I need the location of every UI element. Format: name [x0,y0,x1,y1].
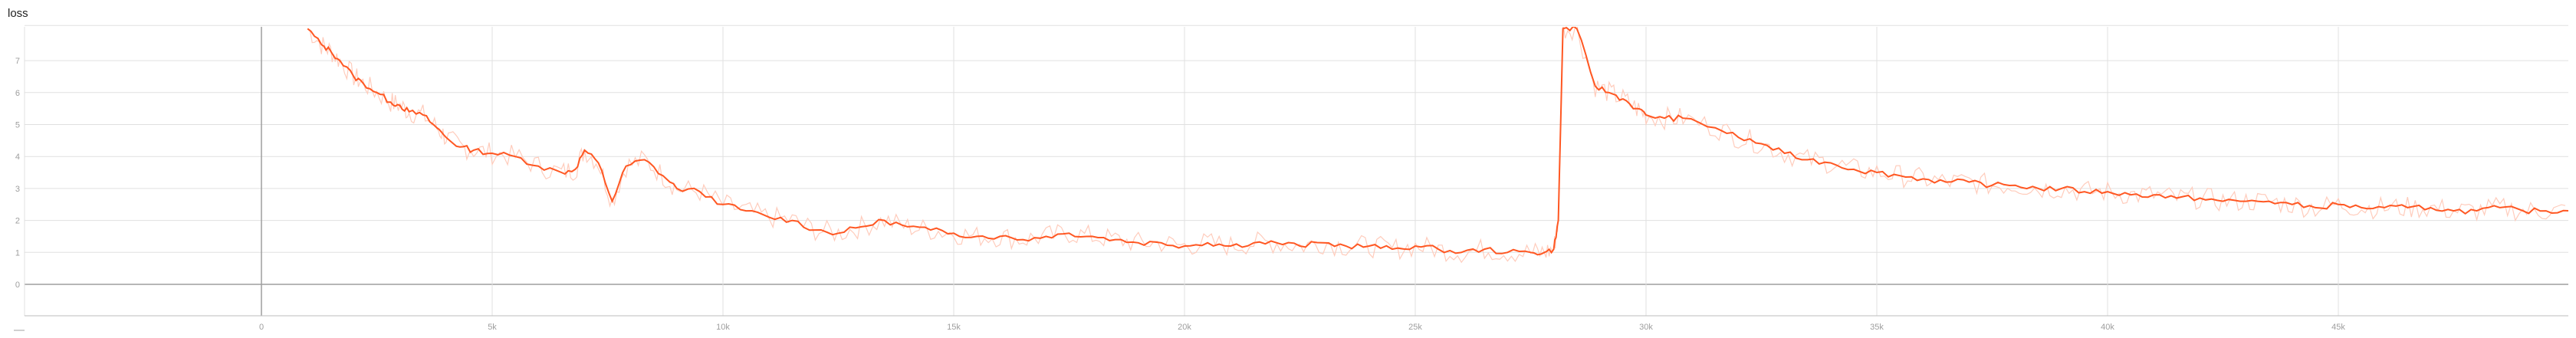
y-tick-label: 2 [15,217,20,226]
axes [24,27,2568,317]
x-tick-label: 25k [1408,323,1422,332]
x-tick-label: 30k [1639,323,1653,332]
grid [25,25,2568,316]
x-tick-label: 15k [947,323,961,332]
x-tick-label: 10k [716,323,730,332]
axis-corner-mark [14,330,25,331]
y-tick-label: 4 [15,153,20,162]
series-lines [307,27,2568,264]
tick-labels: 0 1 2 3 4 5 6 7 0 5k 10k 15k 20k 25k 30k 35k 40k 45k [15,57,2345,332]
x-tick-label: 35k [1870,323,1884,332]
y-tick-label: 6 [15,89,20,98]
x-tick-label: 5k [488,323,497,332]
y-tick-label: 3 [15,185,20,194]
chart-title: loss [8,7,28,20]
y-tick-label: 5 [15,121,20,130]
raw-loss-line [307,27,2566,264]
y-tick-label: 7 [15,57,20,66]
x-tick-label: 0 [259,323,264,332]
x-tick-label: 20k [1178,323,1191,332]
x-tick-label: 45k [2331,323,2345,332]
smoothed-loss-line [307,27,2568,256]
y-tick-label: 1 [15,248,20,258]
y-tick-label: 0 [15,281,20,290]
x-tick-label: 40k [2101,323,2114,332]
